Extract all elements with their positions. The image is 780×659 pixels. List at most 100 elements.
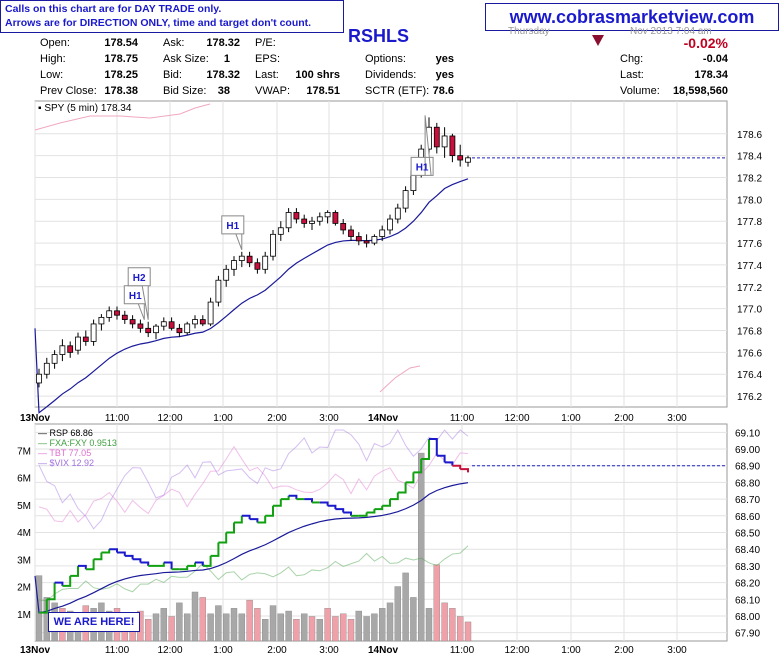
rsp-tick-label: 68.70 — [735, 495, 760, 506]
candle — [67, 345, 74, 353]
rsp-tick-label: 68.20 — [735, 579, 760, 590]
volume-bar — [183, 613, 191, 642]
candle — [262, 255, 269, 270]
candle — [457, 155, 464, 161]
rsp-segment — [39, 599, 48, 614]
volume-bar — [215, 605, 222, 642]
volume-tick-label: 3M — [17, 555, 31, 566]
volume-bar — [379, 608, 386, 642]
rsp-segment — [70, 565, 79, 577]
candle — [324, 212, 331, 218]
time-tick-label-lower: 3:00 — [319, 645, 339, 656]
time-tick-label: 2:00 — [614, 413, 634, 424]
price-tick-label: 176.2 — [737, 392, 762, 403]
candle — [379, 229, 386, 237]
rsp-segment — [382, 499, 391, 507]
note-line-1: Calls on this chart are for DAY TRADE on… — [5, 3, 222, 15]
annotation-box — [127, 267, 151, 320]
volume-bar — [222, 613, 230, 642]
volume-bar — [340, 613, 347, 642]
rsp-segment — [413, 459, 423, 474]
volume-bar — [425, 608, 433, 642]
rsp-segment — [280, 495, 290, 501]
rsp-segment — [327, 504, 337, 510]
rsp-tick-label: 68.10 — [735, 595, 760, 606]
annotation-label: H1 — [129, 291, 142, 302]
dividends-label: Dividends: — [365, 69, 417, 81]
last-trade-value: 100 shrs — [295, 69, 340, 81]
rsp-segment — [421, 439, 430, 461]
rsp-segment — [179, 565, 189, 571]
rsp-tick-label: 67.90 — [735, 629, 760, 640]
rsp-segment — [436, 454, 446, 463]
price-tick-label: 176.6 — [737, 348, 762, 359]
candle — [301, 218, 308, 224]
price-tick-label: 177.6 — [737, 239, 762, 250]
time-tick-label-lower: 13Nov — [20, 645, 50, 656]
rsp-segment — [93, 552, 103, 561]
candle — [90, 323, 97, 342]
rsp-segment — [85, 559, 95, 571]
volume-tick-label: 2M — [17, 583, 31, 594]
volume-bar — [363, 616, 370, 642]
price-tick-label: 177.4 — [737, 261, 762, 272]
candle — [348, 229, 354, 237]
price-tick-label: 176.4 — [737, 370, 762, 381]
trading-note: Calls on this chart are for DAY TRADE on… — [0, 0, 344, 33]
rsp-tick-label: 68.30 — [735, 562, 760, 573]
vwap-label: VWAP: — [255, 85, 291, 97]
time-tick-label-lower: 11:00 — [450, 645, 475, 656]
bid-label: Bid: — [163, 69, 182, 81]
candle — [277, 227, 284, 235]
volume-bar — [355, 610, 362, 642]
time-tick-label: 3:00 — [667, 413, 687, 424]
volume-bar — [371, 613, 378, 642]
date-right-partial: Nov 2013 7:04 am — [630, 26, 712, 37]
candle — [199, 319, 206, 325]
rsp-segment — [343, 511, 352, 516]
candle — [254, 262, 261, 270]
volume-bar — [191, 591, 199, 642]
rsp-segment — [249, 518, 259, 523]
rsp-segment — [218, 532, 228, 544]
rsp-legend-entry: — RSP 68.86 — [38, 428, 93, 438]
time-tick-label: 11:00 — [105, 413, 130, 424]
rsp-segment — [288, 494, 298, 500]
candle — [309, 220, 315, 224]
candle — [238, 255, 245, 261]
candle — [59, 345, 66, 355]
rsp-segment — [452, 464, 462, 470]
candle — [270, 233, 276, 257]
price-tick-label: 177.2 — [737, 283, 762, 294]
rsp-segment — [124, 554, 134, 560]
rsp-legend-entry: — $VIX 12.92 — [38, 458, 94, 468]
website-link[interactable]: www.cobrasmarketview.com — [485, 3, 779, 31]
panel-frame-1 — [34, 100, 728, 408]
ask-label: Ask: — [163, 37, 185, 49]
candle — [51, 354, 58, 364]
annotation-label: H1 — [226, 221, 239, 232]
volume-value: 18,598,560 — [672, 85, 728, 97]
symbol-partial: RSHLS — [348, 26, 410, 46]
down-arrow-icon — [592, 35, 604, 46]
annotation-label: H2 — [133, 273, 146, 284]
time-tick-label-lower: 12:00 — [504, 645, 529, 656]
volume-bar — [152, 613, 160, 642]
time-tick-label-lower: 2:00 — [614, 645, 634, 656]
annotation-h2: H2 — [127, 267, 151, 320]
rsp-segment — [273, 499, 282, 507]
high-value: 178.75 — [104, 53, 138, 65]
rsp-tick-label: 68.90 — [735, 462, 760, 473]
last-label: Last: — [620, 69, 644, 81]
time-tick-label: 13Nov — [20, 413, 50, 424]
rsp-legend-entry: — FXA:FXY 0.9513 — [38, 438, 117, 448]
candle — [215, 279, 222, 303]
candle — [355, 236, 362, 242]
time-tick-label: 3:00 — [319, 413, 339, 424]
bid-size-label: Bid Size: — [163, 85, 207, 97]
candle — [293, 212, 300, 220]
time-tick-label-lower: 11:00 — [105, 645, 130, 656]
rsp-segment — [202, 555, 212, 567]
